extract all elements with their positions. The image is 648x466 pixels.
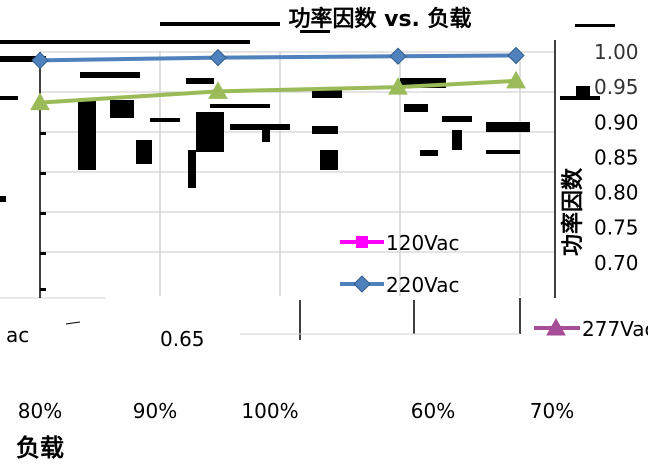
series-point <box>389 47 407 65</box>
series-line <box>39 53 517 63</box>
series-point <box>208 81 228 99</box>
legend-label: 277Vac <box>582 317 648 341</box>
artifact-block <box>442 116 472 122</box>
y-axis-label: 功率因数 <box>560 167 586 256</box>
x-tick-label: 90% <box>133 399 177 423</box>
artifact-block <box>136 140 152 164</box>
y-tick-label: 0.70 <box>594 251 639 275</box>
artifact-block <box>320 150 338 170</box>
artifact-block <box>78 100 96 170</box>
artifact-block <box>486 150 520 154</box>
artifact-block <box>186 78 214 84</box>
series-point <box>506 70 526 89</box>
x-tick-label: 100% <box>241 399 298 423</box>
artifact-block <box>235 104 257 108</box>
legend: 120Vac 220Vac 277Vac <box>340 231 648 341</box>
artifact-block <box>0 56 46 62</box>
artifact-block <box>196 112 224 152</box>
series-point <box>209 48 227 67</box>
y-tick-label: 1.00 <box>594 40 639 64</box>
series-point <box>546 317 566 336</box>
artifact-block <box>400 78 446 88</box>
artifact-block <box>300 30 330 33</box>
artifact-block <box>420 150 438 156</box>
artifact-tick <box>40 252 46 255</box>
axes <box>39 40 556 298</box>
x-tick-label: 80% <box>18 399 62 423</box>
artifact-block <box>262 124 270 142</box>
artifact-block <box>110 100 134 118</box>
artifact-block <box>160 22 280 26</box>
legend-label: 220Vac <box>386 273 460 297</box>
artifact-block <box>575 24 615 27</box>
gridlines <box>39 51 555 298</box>
artifact-block <box>230 124 290 130</box>
artifact-tick <box>40 212 46 215</box>
y-tick-label: 0.95 <box>594 75 639 99</box>
artifact-block <box>80 72 140 78</box>
chart-title: 功率因数 vs. 负载 <box>288 6 471 32</box>
artifact-tick <box>40 132 46 135</box>
y-tick-label: 0.75 <box>594 216 639 240</box>
x-tick-label: 70% <box>530 399 574 423</box>
series-point <box>388 77 408 95</box>
series-point <box>31 51 49 70</box>
artifact-line <box>65 321 81 325</box>
series-point <box>356 236 368 248</box>
artifact-block <box>0 196 6 202</box>
artifact-block <box>312 88 342 98</box>
series-point <box>507 46 525 65</box>
artifact-whiteout <box>0 296 648 366</box>
artifact-block <box>486 122 530 132</box>
artifact-block <box>560 96 600 100</box>
artifact-block <box>150 118 180 122</box>
chart-text: 功率因数 vs. 负载 1.00 0.95 0.90 0.85 0.80 0.75 0.70 0… <box>6 6 639 462</box>
artifact-tick <box>40 288 46 291</box>
y-tick-label: 0.80 <box>594 181 639 205</box>
y-tick-label: 0.65 <box>160 327 205 351</box>
artifact-block <box>404 104 428 112</box>
artifact-block <box>188 150 196 188</box>
series-point <box>30 92 50 111</box>
legend-label: 120Vac <box>386 231 460 255</box>
x-tick-label: 60% <box>411 399 455 423</box>
artifact-block <box>0 40 250 44</box>
series-line <box>39 78 517 105</box>
y-tick-label: 0.90 <box>594 110 639 134</box>
y-tick-label: 0.85 <box>594 145 639 169</box>
x-axis-label: 负载 <box>16 434 64 462</box>
rendering-artifacts <box>0 22 648 366</box>
artifact-block <box>576 86 590 96</box>
series-lines <box>30 46 526 111</box>
artifact-block <box>0 96 18 100</box>
artifact-block <box>452 130 462 150</box>
stray-label: ac <box>6 323 29 347</box>
series-point <box>353 275 371 293</box>
artifact-tick <box>40 172 46 175</box>
artifact-block <box>312 126 338 134</box>
